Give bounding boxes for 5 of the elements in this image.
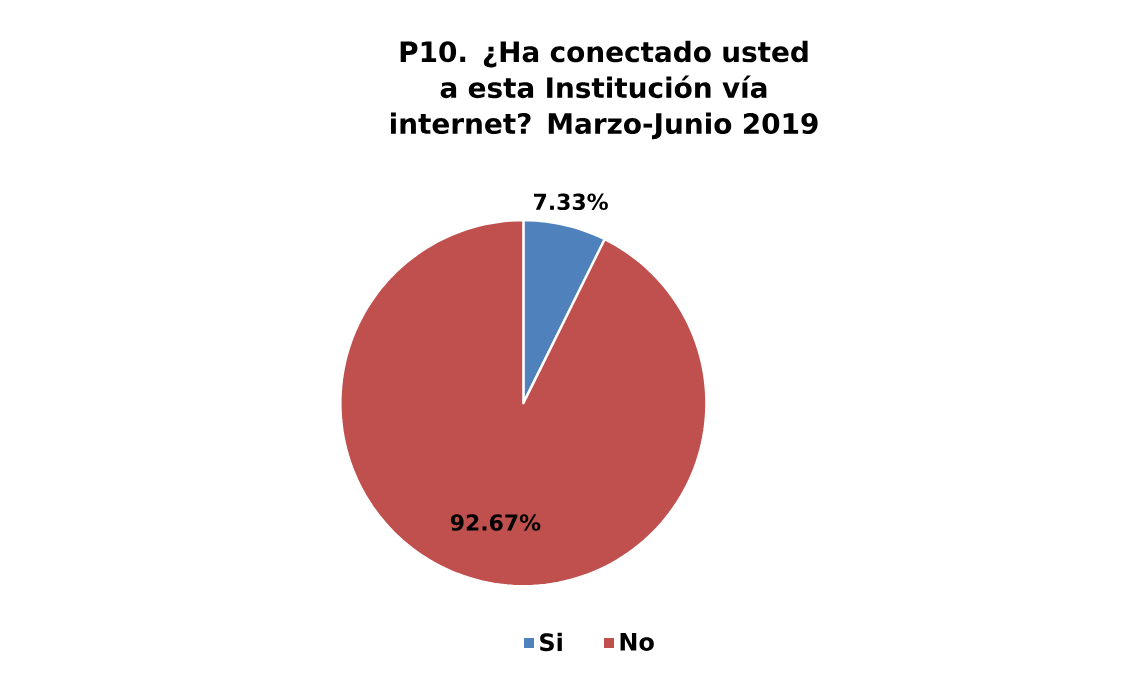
- data-label: 7.33%: [534, 193, 608, 211]
- legend-label: No: [620, 633, 654, 651]
- legend-label: Si: [540, 632, 562, 652]
- data-label: 92.67%: [450, 514, 541, 531]
- chart-title: P10. ¿Ha conectado usted a esta Institución vía internet? Marzo-Junio 2019: [390, 40, 818, 140]
